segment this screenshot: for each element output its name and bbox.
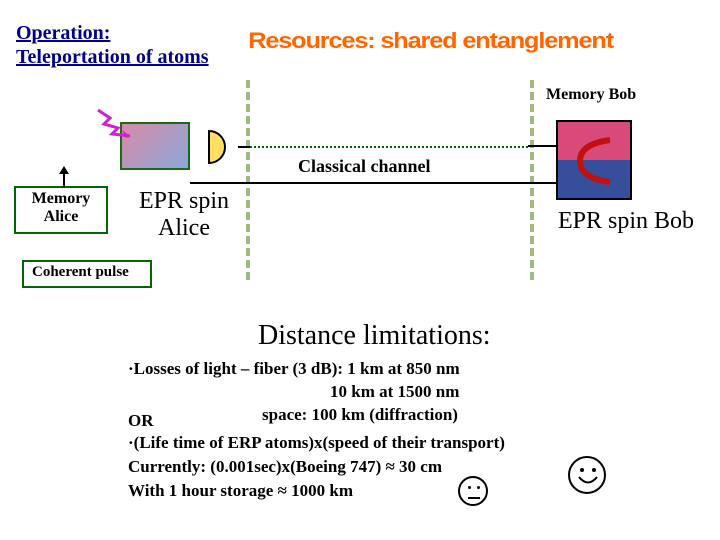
connector-bob-bottom [528, 182, 558, 184]
bullet-4: ·(Life time of ERP atoms)x(speed of thei… [128, 432, 505, 455]
connector-bob-top [528, 145, 558, 147]
connector-detector [238, 146, 250, 148]
neutral-face-icon [458, 476, 488, 506]
epr-bob-label: EPR spin Bob [558, 208, 694, 235]
memory-alice-label: Memory Alice [22, 190, 100, 226]
distance-title: Distance limitations: [258, 320, 491, 352]
resources-title: Resources: shared entanglement [248, 28, 613, 54]
coherent-pulse-label: Coherent pulse [32, 264, 129, 281]
memory-bob-label: Memory Bob [546, 86, 636, 104]
classical-channel-line [250, 146, 528, 148]
epr-alice-connector [190, 182, 236, 184]
arrow-up-icon [58, 166, 70, 190]
bullet-or: OR [128, 410, 154, 433]
epr-alice-label: EPR spin Alice [124, 188, 244, 242]
bullet-3: space: 100 km (diffraction) [262, 404, 458, 427]
happy-face-icon [568, 456, 606, 494]
epr-alice-text: EPR spin Alice [139, 188, 229, 241]
operation-title-line2: Teleportation of atoms [16, 46, 209, 69]
operation-title-line1: Operation: [16, 22, 110, 45]
bullet-5: Currently: (0.001sec)x(Boeing 747) ≈ 30 … [128, 456, 442, 479]
bob-epr-curve-icon [566, 134, 620, 188]
zigzag-arrow-icon [96, 108, 140, 138]
dashed-divider-right [530, 80, 534, 280]
epr-line [234, 182, 532, 184]
stub [62, 186, 63, 187]
detector-icon [208, 130, 242, 164]
bullet-2: 10 km at 1500 nm [330, 381, 459, 404]
bullet-1: ·Losses of light – fiber (3 dB): 1 km at… [128, 358, 460, 381]
dashed-divider-left [246, 80, 250, 280]
classical-channel-label: Classical channel [298, 156, 431, 177]
bullet-6: With 1 hour storage ≈ 1000 km [128, 480, 353, 503]
